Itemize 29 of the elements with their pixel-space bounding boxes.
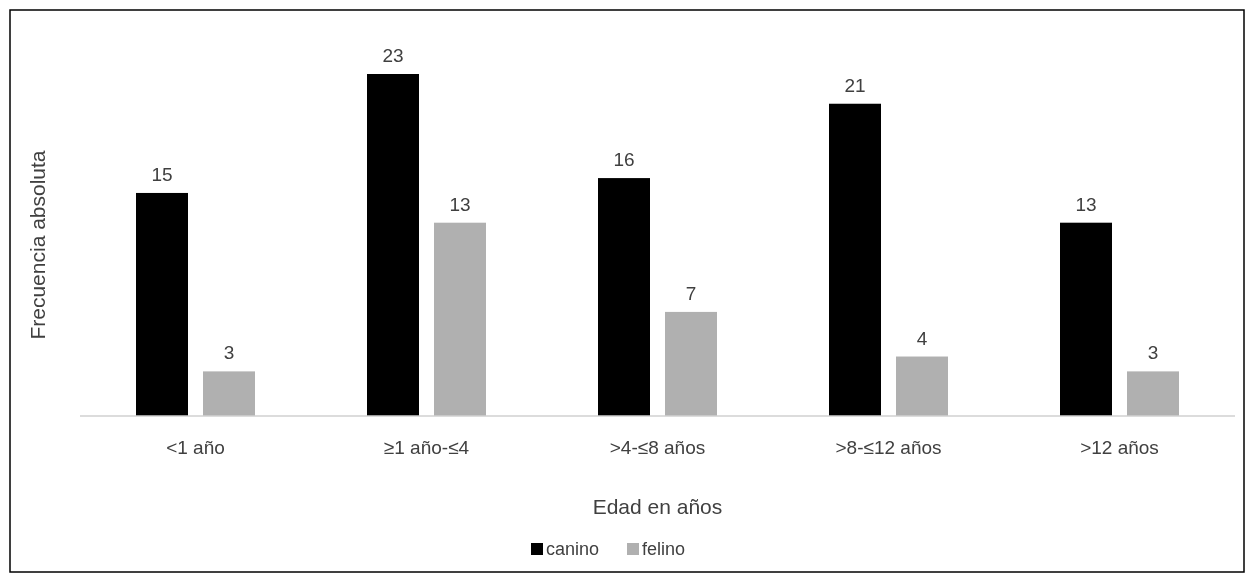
data-label: 16 (613, 149, 635, 171)
x-tick-label: >8-≤12 años (835, 437, 942, 458)
y-axis-title: Frecuencia absoluta (26, 150, 49, 340)
bar (1060, 222, 1112, 416)
data-label: 4 (916, 327, 928, 349)
data-label: 3 (223, 342, 235, 364)
bar (203, 371, 255, 416)
bar (434, 222, 486, 416)
data-label: 13 (449, 193, 471, 215)
x-tick-label: ≥1 año-≤4 (383, 437, 470, 458)
bar (598, 178, 650, 416)
bar (896, 356, 948, 416)
data-label: 21 (844, 74, 866, 96)
bar (829, 103, 881, 416)
x-tick-label: <1 año (166, 437, 225, 458)
data-label: 13 (1075, 193, 1097, 215)
bar (1127, 371, 1179, 416)
bar (136, 192, 188, 416)
data-label: 23 (382, 45, 404, 66)
data-label: 15 (151, 163, 173, 185)
x-axis-title: Edad en años (592, 495, 723, 518)
x-tick-label: >4-≤8 años (609, 437, 706, 458)
bar (367, 74, 419, 416)
legend-label: canino (546, 539, 600, 559)
legend-label: felino (642, 539, 686, 559)
bar (665, 311, 717, 416)
x-tick-label: >12 años (1080, 437, 1159, 458)
data-label: 3 (1147, 342, 1159, 364)
data-label: 7 (685, 282, 697, 304)
